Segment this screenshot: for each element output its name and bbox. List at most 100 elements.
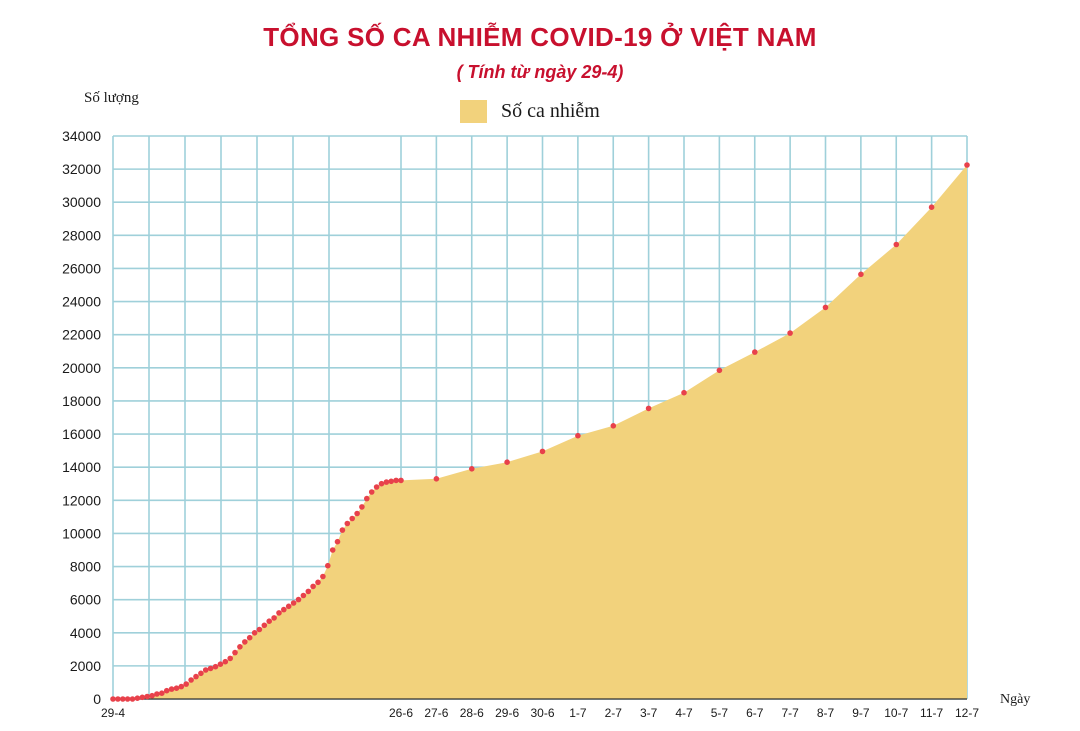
data-point — [246, 634, 253, 641]
data-point — [256, 626, 263, 633]
y-tick-label: 22000 — [62, 327, 101, 343]
data-point — [266, 618, 273, 624]
data-point — [178, 683, 185, 690]
data-point — [134, 695, 141, 701]
y-tick-label: 32000 — [62, 161, 101, 177]
legend-swatch — [460, 100, 487, 123]
data-point — [217, 661, 224, 667]
data-point — [822, 304, 829, 311]
data-point — [115, 696, 121, 702]
data-point — [368, 489, 375, 495]
data-point — [928, 204, 935, 210]
data-point — [378, 480, 385, 487]
y-tick-label: 12000 — [62, 492, 101, 508]
y-tick-label: 20000 — [62, 360, 101, 376]
data-point — [173, 685, 180, 691]
data-point — [305, 588, 312, 595]
data-point — [212, 663, 219, 670]
y-tick-label: 10000 — [62, 525, 101, 541]
data-point — [344, 520, 351, 527]
data-point — [354, 510, 360, 517]
x-tick-label: 5-7 — [711, 706, 729, 720]
area-series — [113, 165, 967, 699]
data-point — [188, 677, 194, 683]
data-point — [198, 670, 204, 677]
data-point — [139, 694, 146, 701]
data-point — [610, 423, 617, 429]
data-point — [388, 478, 395, 485]
data-point — [373, 484, 380, 490]
data-point — [144, 693, 150, 700]
data-point — [124, 696, 131, 702]
data-point — [315, 579, 321, 586]
data-point — [716, 367, 723, 374]
data-point — [858, 271, 864, 278]
data-point — [681, 389, 687, 396]
x-tick-label: 3-7 — [640, 706, 658, 720]
x-tick-label: 26-6 — [389, 706, 413, 720]
data-point — [261, 622, 268, 629]
data-point — [202, 667, 209, 673]
x-tick-label: 10-7 — [884, 706, 908, 720]
data-point — [575, 432, 581, 439]
x-tick-label: 28-6 — [460, 706, 484, 720]
x-tick-label: 27-6 — [424, 706, 448, 720]
x-tick-label: 29-6 — [495, 706, 519, 720]
data-point — [329, 547, 336, 553]
data-point — [752, 349, 758, 355]
data-point — [433, 476, 440, 482]
data-point — [251, 630, 258, 636]
data-point — [469, 466, 475, 472]
data-point — [129, 696, 136, 702]
data-point — [110, 696, 116, 702]
x-tick-label: 2-7 — [605, 706, 623, 720]
y-tick-label: 28000 — [62, 227, 101, 243]
data-point — [159, 690, 165, 696]
legend: Số ca nhiễm — [460, 100, 600, 123]
y-tick-label: 8000 — [70, 559, 101, 575]
data-point — [359, 504, 365, 510]
y-tick-label: 18000 — [62, 393, 101, 409]
x-tick-label: 1-7 — [569, 706, 587, 720]
x-tick-label: 7-7 — [781, 706, 799, 720]
data-point — [334, 538, 341, 545]
chart-title: TỔNG SỐ CA NHIỄM COVID-19 Ở VIỆT NAM — [263, 22, 817, 52]
data-point — [120, 696, 126, 702]
x-tick-label: 11-7 — [920, 706, 943, 720]
data-point — [300, 592, 307, 599]
data-point — [383, 479, 390, 485]
y-axis-label: Số lượng — [84, 90, 139, 106]
x-tick-label: 9-7 — [852, 706, 870, 720]
data-point — [227, 655, 233, 662]
x-tick-label: 29-4 — [101, 706, 125, 720]
data-point — [183, 681, 189, 687]
data-point — [539, 448, 546, 455]
data-point — [893, 241, 900, 248]
data-point — [276, 610, 282, 616]
data-point — [163, 687, 170, 694]
data-point — [207, 665, 214, 672]
data-point — [285, 603, 292, 610]
y-tick-label: 0 — [93, 691, 101, 707]
data-point — [645, 405, 652, 412]
x-axis-label: Ngày — [1000, 692, 1031, 707]
data-point — [193, 673, 199, 680]
y-tick-label: 26000 — [62, 260, 101, 276]
x-tick-label: 8-7 — [817, 706, 835, 720]
x-tick-label: 30-6 — [530, 706, 554, 720]
data-point — [364, 495, 370, 502]
x-tick-label: 6-7 — [746, 706, 764, 720]
data-point — [393, 477, 399, 484]
data-point — [398, 477, 404, 484]
x-tick-label: 12-7 — [955, 706, 979, 720]
data-point — [349, 515, 356, 522]
y-tick-label: 24000 — [62, 294, 101, 310]
legend-label: Số ca nhiễm — [501, 100, 600, 122]
data-point — [168, 686, 175, 692]
y-tick-label: 16000 — [62, 426, 101, 442]
data-point — [964, 162, 970, 168]
data-point — [325, 562, 331, 569]
data-point — [320, 573, 326, 580]
y-tick-label: 2000 — [70, 658, 101, 674]
